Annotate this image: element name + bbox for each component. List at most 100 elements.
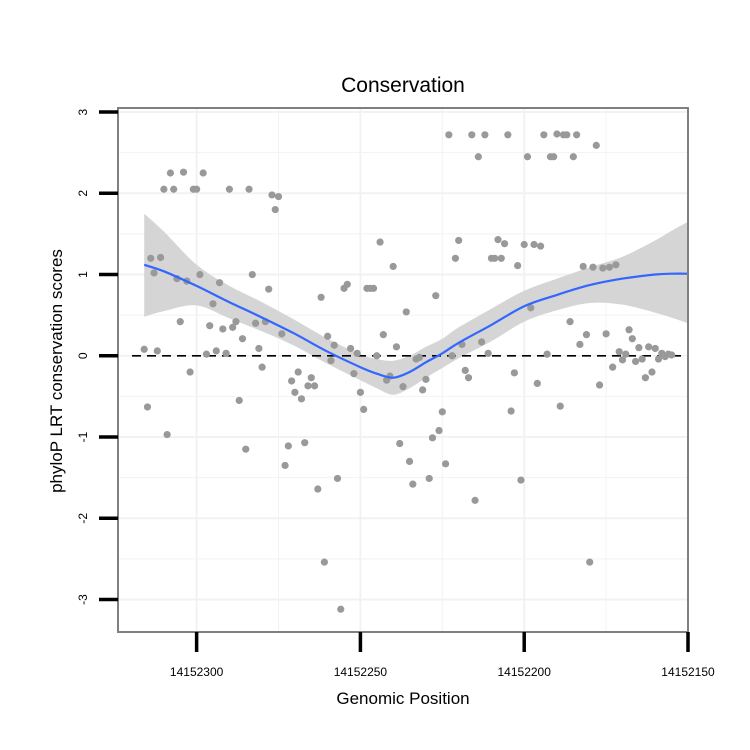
data-point-161 — [668, 351, 675, 358]
data-point-46 — [291, 389, 298, 396]
data-point-136 — [586, 559, 593, 566]
data-point-148 — [625, 326, 632, 333]
data-point-156 — [652, 345, 659, 352]
data-point-51 — [308, 374, 315, 381]
data-point-150 — [632, 358, 639, 365]
data-point-40 — [272, 206, 279, 213]
data-point-112 — [508, 407, 515, 414]
y-axis-label: phyloP LRT conservation scores — [47, 249, 66, 493]
data-point-48 — [298, 395, 305, 402]
data-point-14 — [186, 368, 193, 375]
data-point-39 — [268, 191, 275, 198]
data-point-12 — [180, 169, 187, 176]
data-point-100 — [468, 131, 475, 138]
data-point-92 — [442, 460, 449, 467]
data-point-11 — [177, 318, 184, 325]
data-point-151 — [635, 344, 642, 351]
data-point-4 — [154, 347, 161, 354]
data-point-16 — [193, 186, 200, 193]
data-point-105 — [485, 350, 492, 357]
data-point-50 — [304, 382, 311, 389]
data-point-119 — [530, 241, 537, 248]
data-point-25 — [223, 350, 230, 357]
data-point-149 — [629, 335, 636, 342]
data-point-34 — [252, 320, 259, 327]
data-point-95 — [452, 255, 459, 262]
data-point-113 — [511, 369, 518, 376]
data-point-123 — [544, 351, 551, 358]
x-tick-label-0: 14152300 — [170, 665, 224, 679]
data-point-88 — [429, 434, 436, 441]
data-point-57 — [327, 357, 334, 364]
data-point-155 — [648, 368, 655, 375]
data-point-98 — [462, 367, 469, 374]
data-point-116 — [521, 241, 528, 248]
y-tick-label-0: -3 — [76, 594, 90, 605]
data-point-55 — [321, 559, 328, 566]
data-point-131 — [570, 153, 577, 160]
x-tick-label-2: 14152200 — [498, 665, 552, 679]
data-point-45 — [288, 377, 295, 384]
data-point-38 — [265, 286, 272, 293]
data-point-9 — [170, 186, 177, 193]
data-point-125 — [550, 153, 557, 160]
data-point-2 — [147, 255, 154, 262]
data-point-90 — [435, 427, 442, 434]
data-point-143 — [609, 364, 616, 371]
data-point-35 — [255, 345, 262, 352]
data-point-127 — [557, 403, 564, 410]
data-point-17 — [196, 271, 203, 278]
data-point-140 — [599, 264, 606, 271]
data-point-137 — [589, 264, 596, 271]
data-point-63 — [347, 345, 354, 352]
data-point-32 — [245, 186, 252, 193]
data-point-104 — [481, 131, 488, 138]
data-point-71 — [373, 352, 380, 359]
data-point-139 — [596, 381, 603, 388]
y-tick-label-2: -1 — [76, 431, 90, 442]
data-point-54 — [318, 294, 325, 301]
data-point-82 — [409, 481, 416, 488]
data-point-144 — [612, 261, 619, 268]
data-point-29 — [236, 397, 243, 404]
data-point-1 — [144, 403, 151, 410]
data-point-66 — [357, 389, 364, 396]
data-point-84 — [416, 354, 423, 361]
data-point-122 — [540, 131, 547, 138]
data-point-138 — [593, 142, 600, 149]
data-point-49 — [301, 439, 308, 446]
data-point-56 — [324, 333, 331, 340]
data-point-62 — [344, 281, 351, 288]
x-tick-label-3: 14152150 — [661, 665, 715, 679]
data-point-72 — [376, 238, 383, 245]
data-point-24 — [219, 325, 226, 332]
data-point-129 — [563, 131, 570, 138]
data-point-18 — [200, 169, 207, 176]
data-point-19 — [203, 351, 210, 358]
data-point-114 — [514, 262, 521, 269]
data-point-147 — [622, 351, 629, 358]
data-point-47 — [295, 368, 302, 375]
data-point-44 — [285, 442, 292, 449]
data-point-21 — [209, 300, 216, 307]
data-point-30 — [239, 335, 246, 342]
data-point-142 — [606, 264, 613, 271]
data-point-65 — [354, 350, 361, 357]
data-point-134 — [580, 263, 587, 270]
data-point-41 — [275, 193, 282, 200]
data-point-121 — [537, 243, 544, 250]
data-point-43 — [281, 462, 288, 469]
data-point-7 — [164, 431, 171, 438]
data-point-78 — [396, 440, 403, 447]
data-point-86 — [422, 376, 429, 383]
data-point-102 — [475, 153, 482, 160]
data-point-109 — [498, 255, 505, 262]
data-point-93 — [445, 131, 452, 138]
data-point-117 — [524, 153, 531, 160]
data-point-53 — [314, 485, 321, 492]
data-point-135 — [583, 331, 590, 338]
data-point-153 — [642, 374, 649, 381]
data-point-23 — [216, 279, 223, 286]
data-point-81 — [406, 458, 413, 465]
data-point-115 — [517, 476, 524, 483]
